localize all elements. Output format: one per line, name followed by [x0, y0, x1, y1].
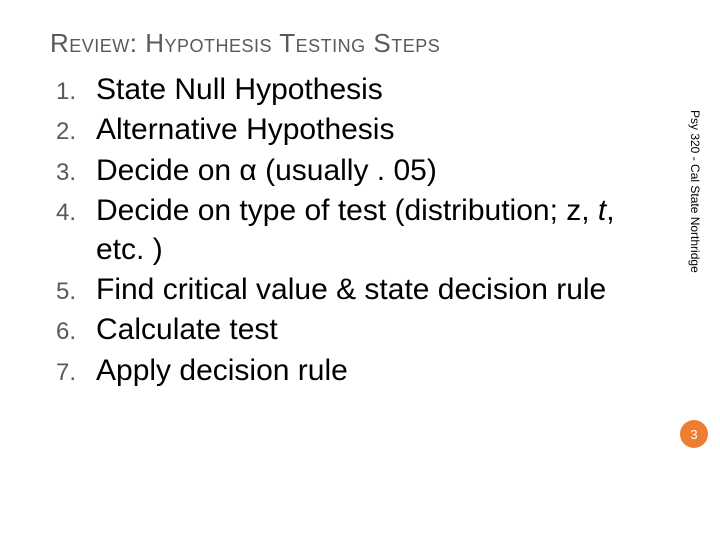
page-number-badge: 3	[680, 420, 708, 448]
steps-list: 1.State Null Hypothesis2.Alternative Hyp…	[50, 71, 680, 390]
list-text: Alternative Hypothesis	[96, 111, 620, 149]
list-number: 5.	[50, 277, 96, 308]
list-item: 5.Find critical value & state decision r…	[50, 271, 620, 309]
list-item: 6.Calculate test	[50, 311, 620, 349]
list-item: 7.Apply decision rule	[50, 352, 620, 390]
list-item: 3.Decide on α (usually . 05)	[50, 152, 620, 190]
list-item: 1.State Null Hypothesis	[50, 71, 620, 109]
list-text: Calculate test	[96, 311, 620, 349]
list-number: 6.	[50, 317, 96, 348]
list-text: Find critical value & state decision rul…	[96, 271, 620, 309]
list-item: 4.Decide on type of test (distribution; …	[50, 192, 620, 269]
list-item: 2.Alternative Hypothesis	[50, 111, 620, 149]
list-number: 2.	[50, 117, 96, 148]
list-text: Decide on type of test (distribution; z,…	[96, 192, 620, 269]
list-number: 3.	[50, 158, 96, 189]
list-number: 1.	[50, 77, 96, 108]
course-side-label: Psy 320 - Cal State Northridge	[688, 110, 702, 273]
page-number: 3	[690, 427, 697, 442]
list-number: 7.	[50, 358, 96, 389]
list-text: Apply decision rule	[96, 352, 620, 390]
slide-title: Review: Hypothesis Testing Steps	[50, 28, 680, 59]
list-number: 4.	[50, 198, 96, 229]
list-text: Decide on α (usually . 05)	[96, 152, 620, 190]
slide: Review: Hypothesis Testing Steps 1.State…	[0, 0, 720, 540]
list-text: State Null Hypothesis	[96, 71, 620, 109]
